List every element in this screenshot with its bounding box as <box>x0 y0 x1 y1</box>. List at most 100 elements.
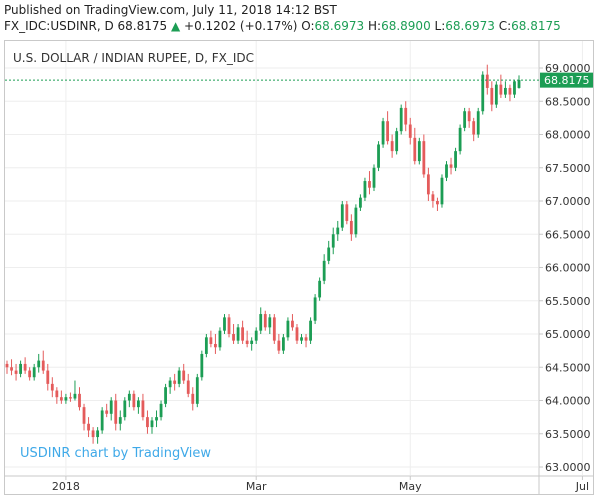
candle-body <box>182 370 186 381</box>
candle <box>381 117 385 148</box>
candle <box>336 220 340 241</box>
candle-body <box>105 410 109 414</box>
candle-body <box>386 121 390 142</box>
open-label: O: <box>301 19 315 33</box>
candle-body <box>458 127 462 152</box>
candle <box>146 410 149 434</box>
candle <box>109 397 113 421</box>
candle-body <box>87 423 90 431</box>
candle-body <box>281 337 285 351</box>
candle <box>150 417 154 434</box>
candle-body <box>368 181 371 188</box>
chart-title: U.S. DOLLAR / INDIAN RUPEE, D, FX_IDC <box>13 51 254 65</box>
candle-body <box>363 181 367 198</box>
candle <box>272 314 276 344</box>
candle <box>322 254 326 285</box>
candle <box>363 177 367 201</box>
candle-body <box>59 397 63 401</box>
candle-body <box>164 387 167 404</box>
candle-body <box>254 330 258 341</box>
candle <box>431 191 435 208</box>
candle <box>173 373 177 391</box>
candle-body <box>449 164 453 168</box>
candle-body <box>295 327 299 341</box>
candle <box>327 240 331 265</box>
candle <box>449 157 453 175</box>
candle <box>395 127 399 155</box>
candle-body <box>204 337 208 354</box>
candle <box>118 410 122 431</box>
candle <box>232 324 235 344</box>
candle <box>19 360 22 378</box>
candle-body <box>399 107 403 132</box>
candle <box>345 201 349 225</box>
time-tick-label: May <box>399 480 422 493</box>
candle-body <box>395 131 399 152</box>
candle-body <box>227 317 231 334</box>
candle <box>354 204 358 238</box>
candle <box>463 107 467 132</box>
candle <box>476 107 480 138</box>
candle-body <box>236 327 240 341</box>
candle-body <box>359 197 362 208</box>
candle <box>64 393 68 404</box>
candle-body <box>309 320 312 341</box>
candle <box>96 427 100 444</box>
candle-body <box>114 400 118 424</box>
candle <box>472 117 476 142</box>
candle-body <box>132 393 136 408</box>
candle-body <box>494 84 498 105</box>
candle-body <box>10 367 13 371</box>
candle <box>41 350 45 374</box>
candle <box>100 407 104 434</box>
price-tick-label: 63.5000 <box>545 428 591 441</box>
candle-body <box>313 297 317 321</box>
candles-group <box>5 64 521 444</box>
candle <box>227 314 231 338</box>
candle-body <box>422 141 426 175</box>
candle <box>168 377 172 394</box>
candle <box>214 334 217 354</box>
candle-body <box>5 363 9 368</box>
close-value: 68.8175 <box>511 19 561 33</box>
candle-body <box>417 141 421 162</box>
candle <box>127 390 131 408</box>
candle-body <box>232 334 235 341</box>
candle <box>481 71 485 115</box>
candle <box>50 377 54 398</box>
candle-body <box>241 327 245 341</box>
candle <box>331 227 335 255</box>
candle-body <box>14 370 18 374</box>
candle-body <box>340 204 344 228</box>
time-tick-label: Jul <box>575 480 589 493</box>
published-caption: Published on TradingView.com, July 11, 2… <box>4 3 337 17</box>
low-label: L: <box>434 19 446 33</box>
candle <box>82 403 86 431</box>
candle-body <box>209 337 213 344</box>
candle-body <box>159 403 163 418</box>
candle-body <box>19 363 22 374</box>
candle <box>467 107 471 128</box>
candle <box>159 400 163 421</box>
candle-body <box>32 367 36 378</box>
candle <box>318 277 322 301</box>
last-price-marker <box>540 72 593 88</box>
open-value: 68.6973 <box>314 19 365 33</box>
candle-body <box>472 121 476 135</box>
candle-body <box>218 330 222 348</box>
grid-lines <box>5 41 583 475</box>
candle-body <box>263 314 267 328</box>
candle-body <box>431 194 435 201</box>
candle <box>32 363 36 381</box>
candle <box>417 137 421 165</box>
candle <box>504 81 507 98</box>
change-arrow-icon: ▲ <box>170 19 181 33</box>
price-tick-label: 64.5000 <box>545 361 591 374</box>
candle <box>204 334 208 358</box>
candle <box>141 393 145 421</box>
candle <box>136 397 140 414</box>
candle <box>105 403 109 418</box>
candle <box>46 363 50 391</box>
watermark: USDINR chart by TradingView <box>20 446 211 461</box>
